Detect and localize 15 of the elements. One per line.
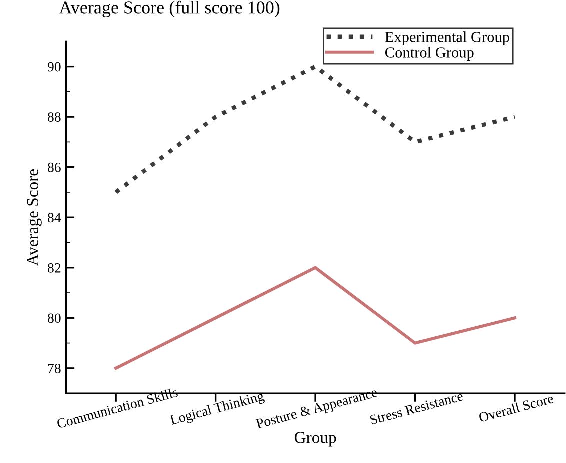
line-series [114, 64, 518, 195]
y-tick-label: 78 [48, 364, 61, 374]
y-tick-label: 84 [48, 213, 62, 223]
x-tick-label: Overall Score [478, 393, 554, 422]
y-tick-label: 90 [48, 62, 61, 72]
chart-title: Average Score (full score 100) [59, 0, 280, 18]
y-tick-label: 86 [48, 162, 61, 172]
legend-label: Experimental Group [385, 32, 510, 46]
y-axis-title: Average Score [27, 170, 42, 266]
y-tick-label: 82 [48, 263, 61, 273]
x-axis-title: Group [294, 432, 336, 447]
y-tick-label: 80 [48, 314, 61, 324]
y-tick-label: 88 [48, 112, 61, 122]
line-series [114, 266, 517, 370]
legend-label: Control Group [386, 47, 474, 61]
